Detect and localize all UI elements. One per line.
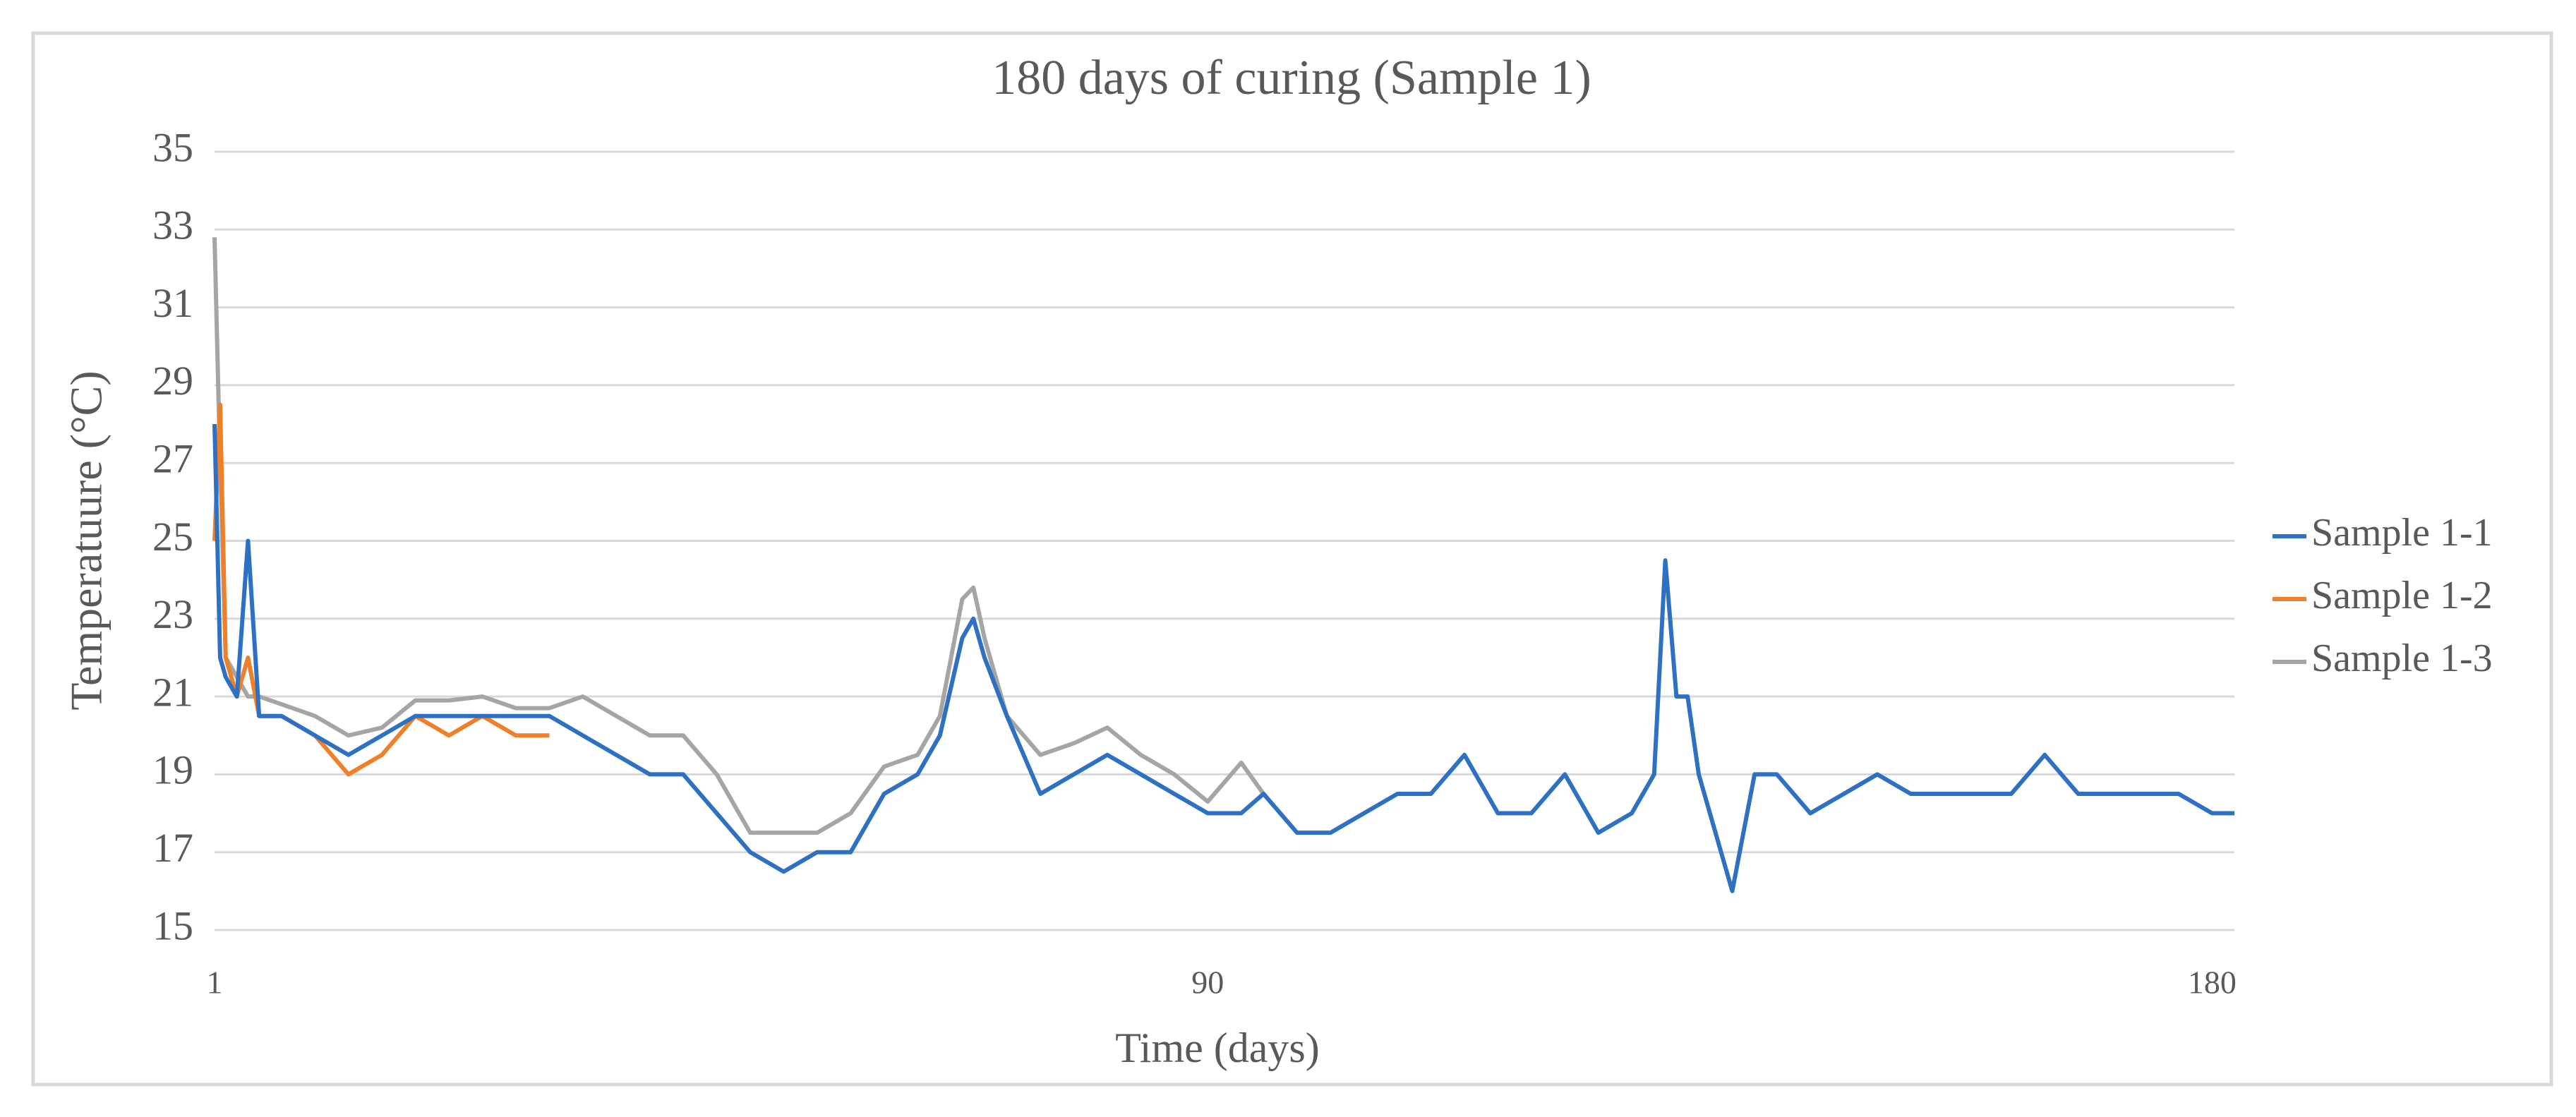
y-tick-label: 15 [152, 902, 193, 948]
y-tick-label: 21 [152, 669, 193, 715]
series-line [212, 423, 2234, 893]
x-tick-label: 180 [2188, 965, 2237, 1001]
y-tick-label: 33 [152, 203, 193, 248]
y-tick-label: 25 [152, 514, 193, 560]
y-tick-label: 19 [152, 747, 193, 793]
legend-label: Sample 1-1 [2311, 511, 2493, 555]
y-tick-label: 29 [152, 358, 193, 404]
x-tick-label: 90 [1191, 965, 1224, 1001]
y-tick-label: 31 [152, 280, 193, 326]
x-tick-label: 1 [207, 965, 223, 1001]
chart-border [31, 31, 2553, 1087]
x-axis-label: Time (days) [1115, 1025, 1319, 1071]
y-tick-label: 17 [152, 825, 193, 871]
legend-label: Sample 1-3 [2311, 636, 2493, 680]
y-axis-label: Temperatuure (°C) [61, 370, 112, 710]
legend-label: Sample 1-2 [2311, 574, 2493, 617]
chart-title: 180 days of curing (Sample 1) [992, 51, 1591, 105]
y-tick-label: 27 [152, 436, 193, 482]
series-line [212, 237, 1265, 835]
y-tick-label: 23 [152, 591, 193, 637]
y-tick-label: 35 [152, 124, 193, 170]
